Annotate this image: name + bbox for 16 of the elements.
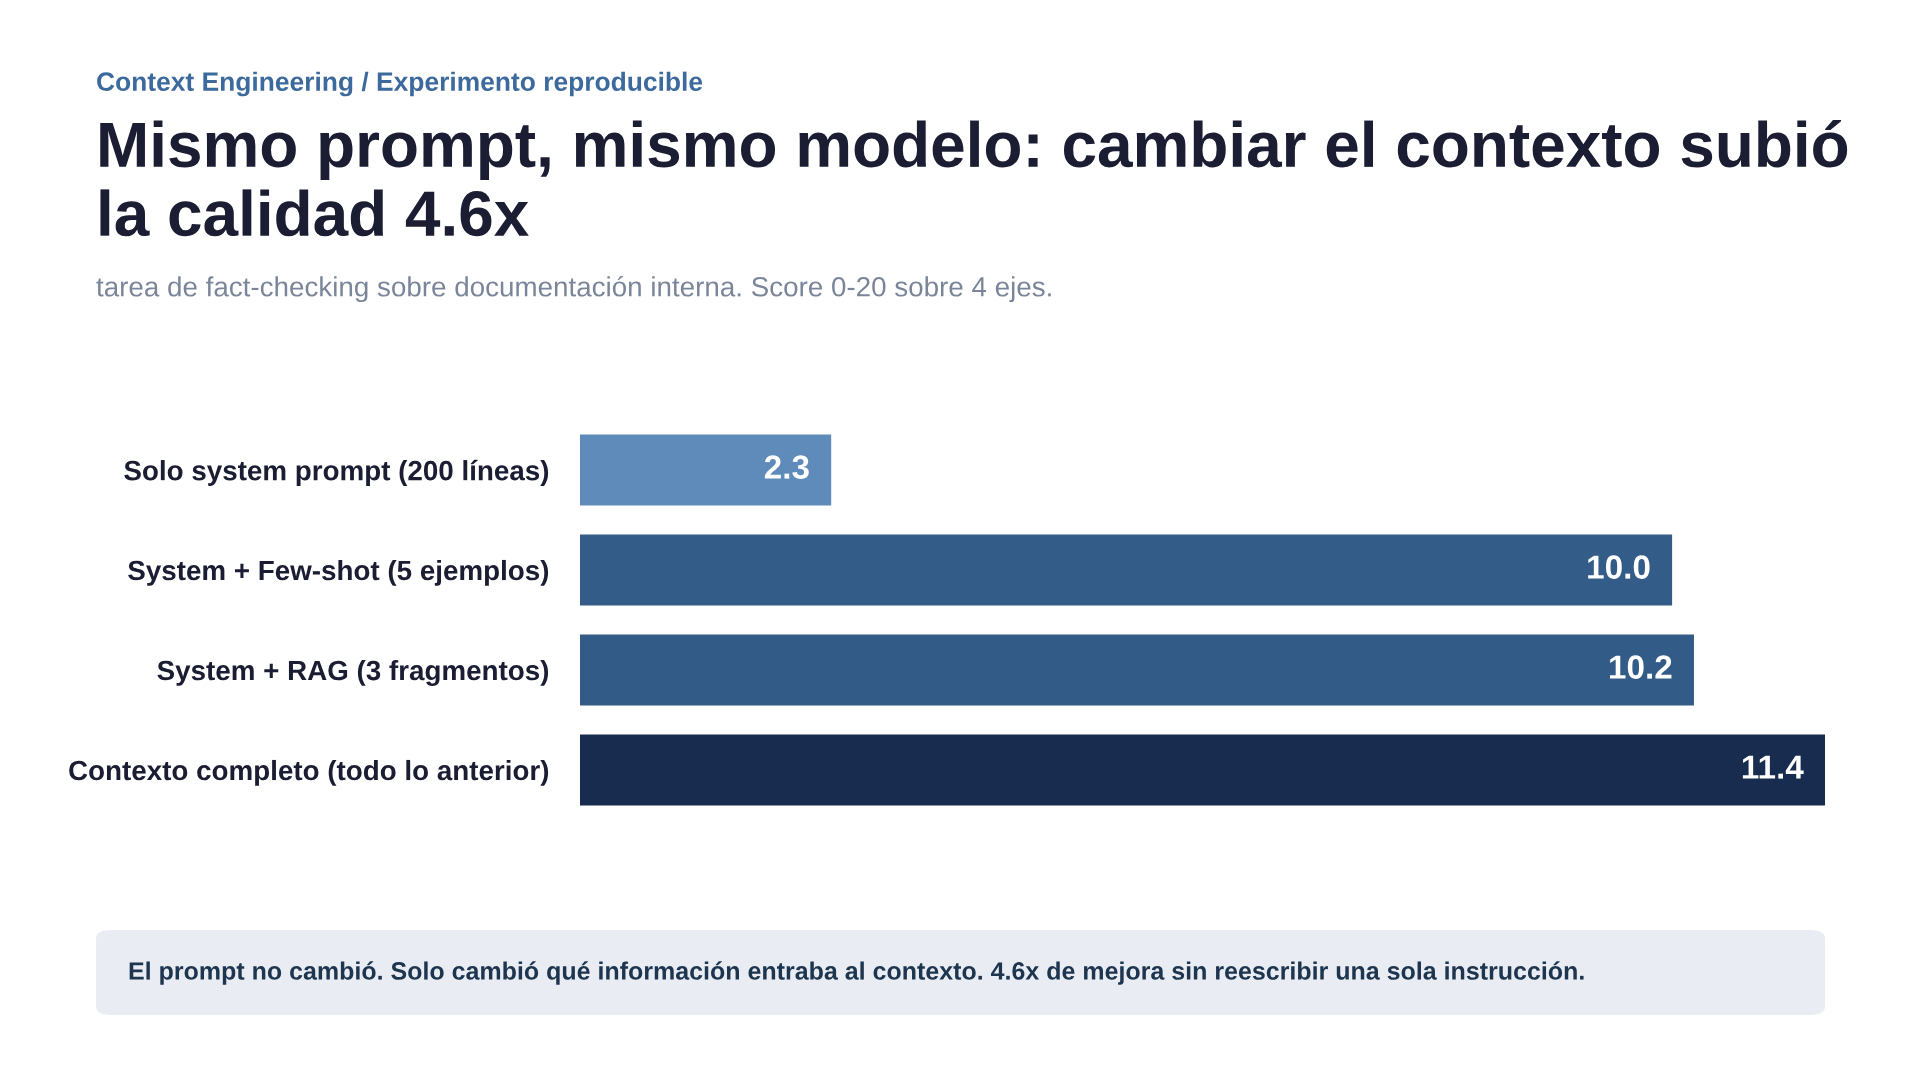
data-label: 11.4	[1742, 755, 1804, 779]
chart-subtitle: tarea de fact-checking sobre documentación interna. Score 0-20 sobre 4 ejes.	[96, 275, 1051, 303]
y-tick-label: System + Few-shot (5 ejemplos)	[128, 559, 549, 586]
text: Context Engineering / Experimento reproducible	[97, 71, 703, 97]
y-tick-label: Contexto completo (todo lo anterior)	[69, 759, 549, 786]
data-label: 2.3	[764, 455, 809, 479]
bar	[580, 534, 1673, 606]
data-label: 10.0	[1588, 555, 1650, 579]
bar	[580, 734, 1825, 806]
chart-title: Mismo prompt, mismo modelo: cambiar el contexto subió la calidad 4.6x	[100, 120, 1848, 237]
y-tick-label: System + RAG (3 fragmentos)	[157, 659, 549, 686]
bar	[580, 634, 1694, 706]
data-label: 10.2	[1610, 655, 1672, 679]
bar	[580, 434, 832, 506]
y-tick-label: Solo system prompt (200 líneas)	[124, 459, 549, 486]
text: El prompt no cambió. Solo cambió qué información entraba al contexto. 4.6x de mejora sin reescribir una sola instrucción.	[129, 961, 1584, 985]
